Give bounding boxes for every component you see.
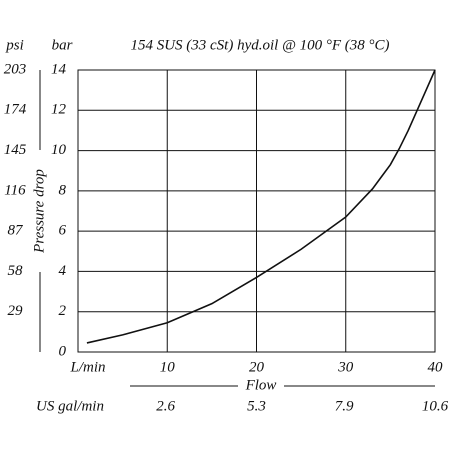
y-tick-label: 10 <box>51 142 67 158</box>
y2-tick-label: 29 <box>8 303 24 319</box>
y2-tick-label: 145 <box>4 142 27 158</box>
x-axis-label: Flow <box>245 377 277 393</box>
x-tick-label: 40 <box>428 359 444 375</box>
data-line <box>86 69 436 344</box>
y2-unit: psi <box>5 37 24 53</box>
y2-tick-label: 87 <box>8 223 25 239</box>
y-tick-label: 4 <box>59 263 67 279</box>
y-tick-label: 8 <box>59 182 67 198</box>
x2-unit: US gal/min <box>36 398 104 414</box>
y2-tick-label: 203 <box>4 61 27 77</box>
y2-tick-label: 116 <box>4 182 26 198</box>
y-tick-label: 2 <box>59 303 67 319</box>
y-unit: bar <box>52 37 73 53</box>
x2-tick-label: 5.3 <box>247 398 266 414</box>
x-unit: L/min <box>69 359 105 375</box>
x-tick-label: 10 <box>160 359 176 375</box>
chart-title: 154 SUS (33 cSt) hyd.oil @ 100 °F (38 °C… <box>130 37 389 53</box>
x-tick-label: 20 <box>249 359 265 375</box>
x2-tick-label: 10.6 <box>422 398 449 414</box>
y2-tick-label: 58 <box>8 263 24 279</box>
x2-tick-label: 2.6 <box>156 398 175 414</box>
y-tick-label: 12 <box>51 102 67 118</box>
y-tick-label: 0 <box>59 343 67 359</box>
y-axis-label: Pressure drop <box>31 169 47 254</box>
y2-tick-label: 174 <box>4 102 27 118</box>
y-tick-label: 6 <box>59 223 67 239</box>
x2-tick-label: 7.9 <box>335 398 354 414</box>
x-tick-label: 30 <box>337 359 354 375</box>
y-tick-label: 14 <box>51 61 67 77</box>
